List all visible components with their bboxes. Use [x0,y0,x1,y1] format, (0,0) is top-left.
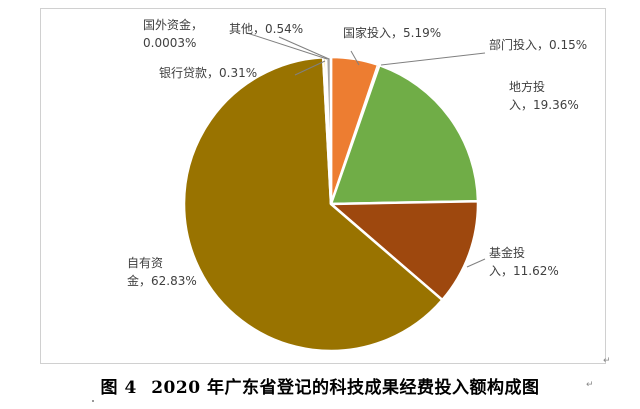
slice-label-6: 银行贷款，0.31% [159,66,257,80]
leader-line-2 [380,52,486,66]
chart-frame: 国家投入，5.19% 部门投入，0.15% 地方投入，19.36% 基金投入，11.6… [40,8,606,364]
leader-line-8 [278,36,330,60]
leader-line-6 [294,60,326,76]
slice-label-4: 基金投入，11.62% [489,245,559,278]
leader-line-1 [350,50,360,66]
slice-label-3: 地方投入，19.36% [509,79,579,112]
caption-prefix: 图 [100,378,119,398]
caption-number: 4 [124,378,137,398]
pie-slice-8 [324,55,333,205]
figure-caption: 图 4 2020 年广东省登记的科技成果经费投入额构成图 [0,373,640,398]
pie-slice-4 [327,199,480,302]
leader-line-7 [246,32,328,60]
slice-labels: 国家投入，5.19% 部门投入，0.15% 地方投入，19.36% 基金投入，11.6… [127,17,587,288]
dot-mark [92,400,94,402]
slice-label-7: 国外资金， 0.0003% [143,17,203,50]
pie-slice-5 [182,55,445,353]
slice-label-8: 其他，0.54% [229,22,303,36]
slice-label-2: 部门投入，0.15% [489,37,587,52]
paragraph-mark: ↵ [603,356,611,366]
pie-slices [182,55,480,353]
slice-label-1: 国家投入，5.19% [343,25,441,40]
pie-slice-3 [329,63,480,206]
slice-label-5: 自有资金，62.83% [127,256,197,288]
pie-chart: 国家投入，5.19% 部门投入，0.15% 地方投入，19.36% 基金投入，11.6… [127,17,587,353]
leader-line-4 [466,258,486,268]
caption-text: 2020 年广东省登记的科技成果经费投入额构成图 [151,378,540,398]
paragraph-mark: ↵ [586,380,594,390]
leader-lines [246,32,486,268]
